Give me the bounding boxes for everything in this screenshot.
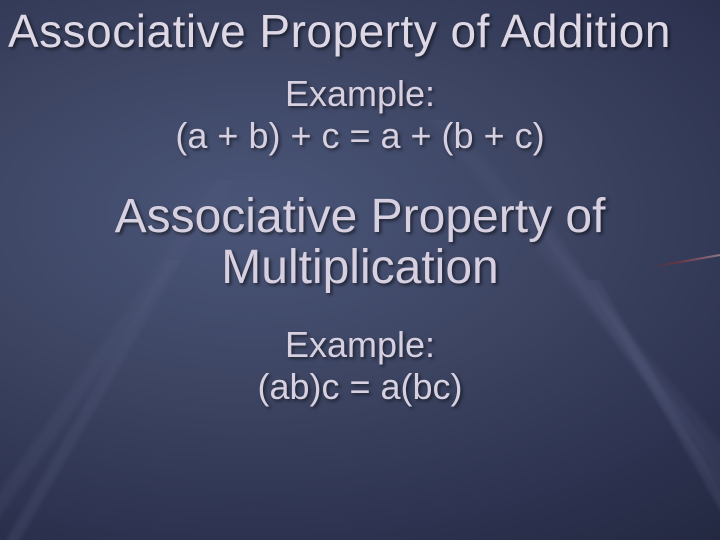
- formula-addition: (a + b) + c = a + (b + c): [0, 115, 720, 157]
- heading-addition: Associative Property of Addition: [0, 6, 720, 57]
- heading-multiplication-line2: Multiplication: [221, 241, 498, 294]
- example-label-multiplication: Example:: [0, 324, 720, 366]
- slide: Associative Property of Addition Example…: [0, 0, 720, 540]
- slide-content: Associative Property of Addition Example…: [0, 0, 720, 540]
- example-label-addition: Example:: [0, 73, 720, 115]
- heading-multiplication-line1: Associative Property of: [115, 190, 606, 243]
- formula-multiplication: (ab)c = a(bc): [0, 366, 720, 408]
- heading-multiplication: Associative Property of Multiplication: [0, 191, 720, 295]
